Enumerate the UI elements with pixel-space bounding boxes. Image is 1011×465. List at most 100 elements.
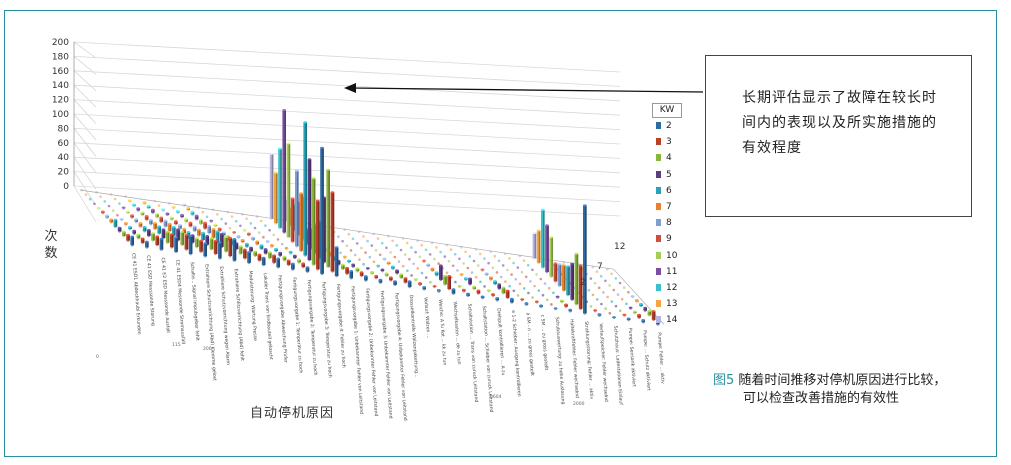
floor-marker <box>93 202 96 206</box>
floor-marker <box>604 307 607 310</box>
bar-top <box>199 218 203 221</box>
bar <box>184 218 188 222</box>
bar-side <box>178 229 180 241</box>
bar-top <box>386 261 391 264</box>
floor-marker <box>103 200 107 203</box>
bar <box>309 228 314 249</box>
bar-top <box>203 221 207 224</box>
bar <box>205 235 209 245</box>
floor-marker <box>524 275 528 279</box>
bar-side <box>136 219 138 222</box>
bar <box>190 211 195 215</box>
legend-label: 14 <box>666 315 678 326</box>
bar-top <box>647 309 652 312</box>
floor-marker <box>339 251 342 255</box>
category-label: Schalte... Signal Impulsgeber fehlt <box>189 262 201 342</box>
bar <box>268 252 272 258</box>
bar-top <box>263 248 268 251</box>
bar-side <box>219 228 222 231</box>
bar <box>130 236 134 246</box>
floor-marker <box>433 257 436 261</box>
y-axis-label: 次数 <box>44 229 58 261</box>
floor-marker <box>437 262 440 265</box>
legend-swatch <box>656 219 661 227</box>
floor-marker <box>372 260 376 264</box>
floor-marker <box>228 226 232 230</box>
bar-side <box>249 252 251 263</box>
misc-tick-label: 0604 <box>490 394 502 400</box>
bar-side <box>190 222 193 227</box>
category-label: Drosselkontrolle Walzenpakettung... <box>408 295 420 378</box>
bar <box>142 226 147 232</box>
bar-side <box>453 289 456 294</box>
bar-top <box>297 258 301 261</box>
bar-top <box>378 278 383 281</box>
bar-top <box>240 238 245 241</box>
bar-top <box>562 264 566 267</box>
bar <box>220 233 224 247</box>
bar-side <box>503 287 506 294</box>
bar-side <box>449 276 451 289</box>
bar <box>224 237 228 252</box>
bar-top <box>222 231 226 234</box>
bar-top <box>270 243 274 246</box>
floor-marker <box>259 219 263 223</box>
bar <box>330 192 335 272</box>
bar <box>291 263 295 270</box>
bar-top <box>184 217 188 220</box>
bar-top <box>105 214 109 217</box>
bar <box>297 202 301 235</box>
bar-side <box>294 255 297 258</box>
floor-marker <box>587 288 591 292</box>
bar <box>157 226 161 234</box>
bar-top <box>213 223 218 226</box>
floor-marker <box>408 257 411 261</box>
bar-top <box>124 221 128 224</box>
floor-marker <box>399 248 403 252</box>
bar-top <box>274 247 278 250</box>
bar-top <box>149 218 153 221</box>
bar-side <box>190 236 193 254</box>
floor-marker <box>111 209 115 212</box>
floor-marker <box>533 284 536 288</box>
bar <box>307 159 312 260</box>
bar <box>355 268 360 272</box>
bar-top <box>178 224 182 226</box>
bar-top <box>242 228 247 231</box>
bar-side <box>244 249 247 259</box>
bar-side <box>576 253 579 305</box>
floor-marker <box>493 254 497 258</box>
bar-top <box>188 221 193 224</box>
bar-top <box>320 146 324 149</box>
bar-top <box>532 232 537 234</box>
bar <box>213 240 218 254</box>
bar-top <box>476 289 481 292</box>
floor-marker <box>88 197 92 201</box>
bar <box>391 266 395 269</box>
bar-side <box>534 233 537 259</box>
floor-marker <box>466 266 470 270</box>
bar <box>155 236 159 245</box>
bar-top <box>224 236 228 238</box>
bar <box>407 281 412 287</box>
bar <box>240 239 245 242</box>
bar-top <box>211 227 216 230</box>
bar <box>226 236 230 240</box>
bar <box>399 274 403 278</box>
floor-marker <box>345 244 349 248</box>
legend-swatch <box>656 170 661 178</box>
bar-side <box>219 242 222 259</box>
bar-side <box>305 122 307 256</box>
floor-marker <box>552 291 555 295</box>
category-label: Pumpe: Sensorik aktiviert <box>627 328 637 388</box>
bar-side <box>265 249 268 254</box>
legend-swatch <box>656 122 661 129</box>
bar-top <box>207 224 211 227</box>
bar-side <box>361 272 364 276</box>
category-label: CE 41 E2 ESD Messsonde Ausfall <box>160 257 171 333</box>
bar-top <box>261 256 266 259</box>
floor-marker <box>428 253 432 256</box>
floor-marker <box>478 252 482 256</box>
bar <box>286 260 291 265</box>
floor-marker <box>385 246 388 250</box>
